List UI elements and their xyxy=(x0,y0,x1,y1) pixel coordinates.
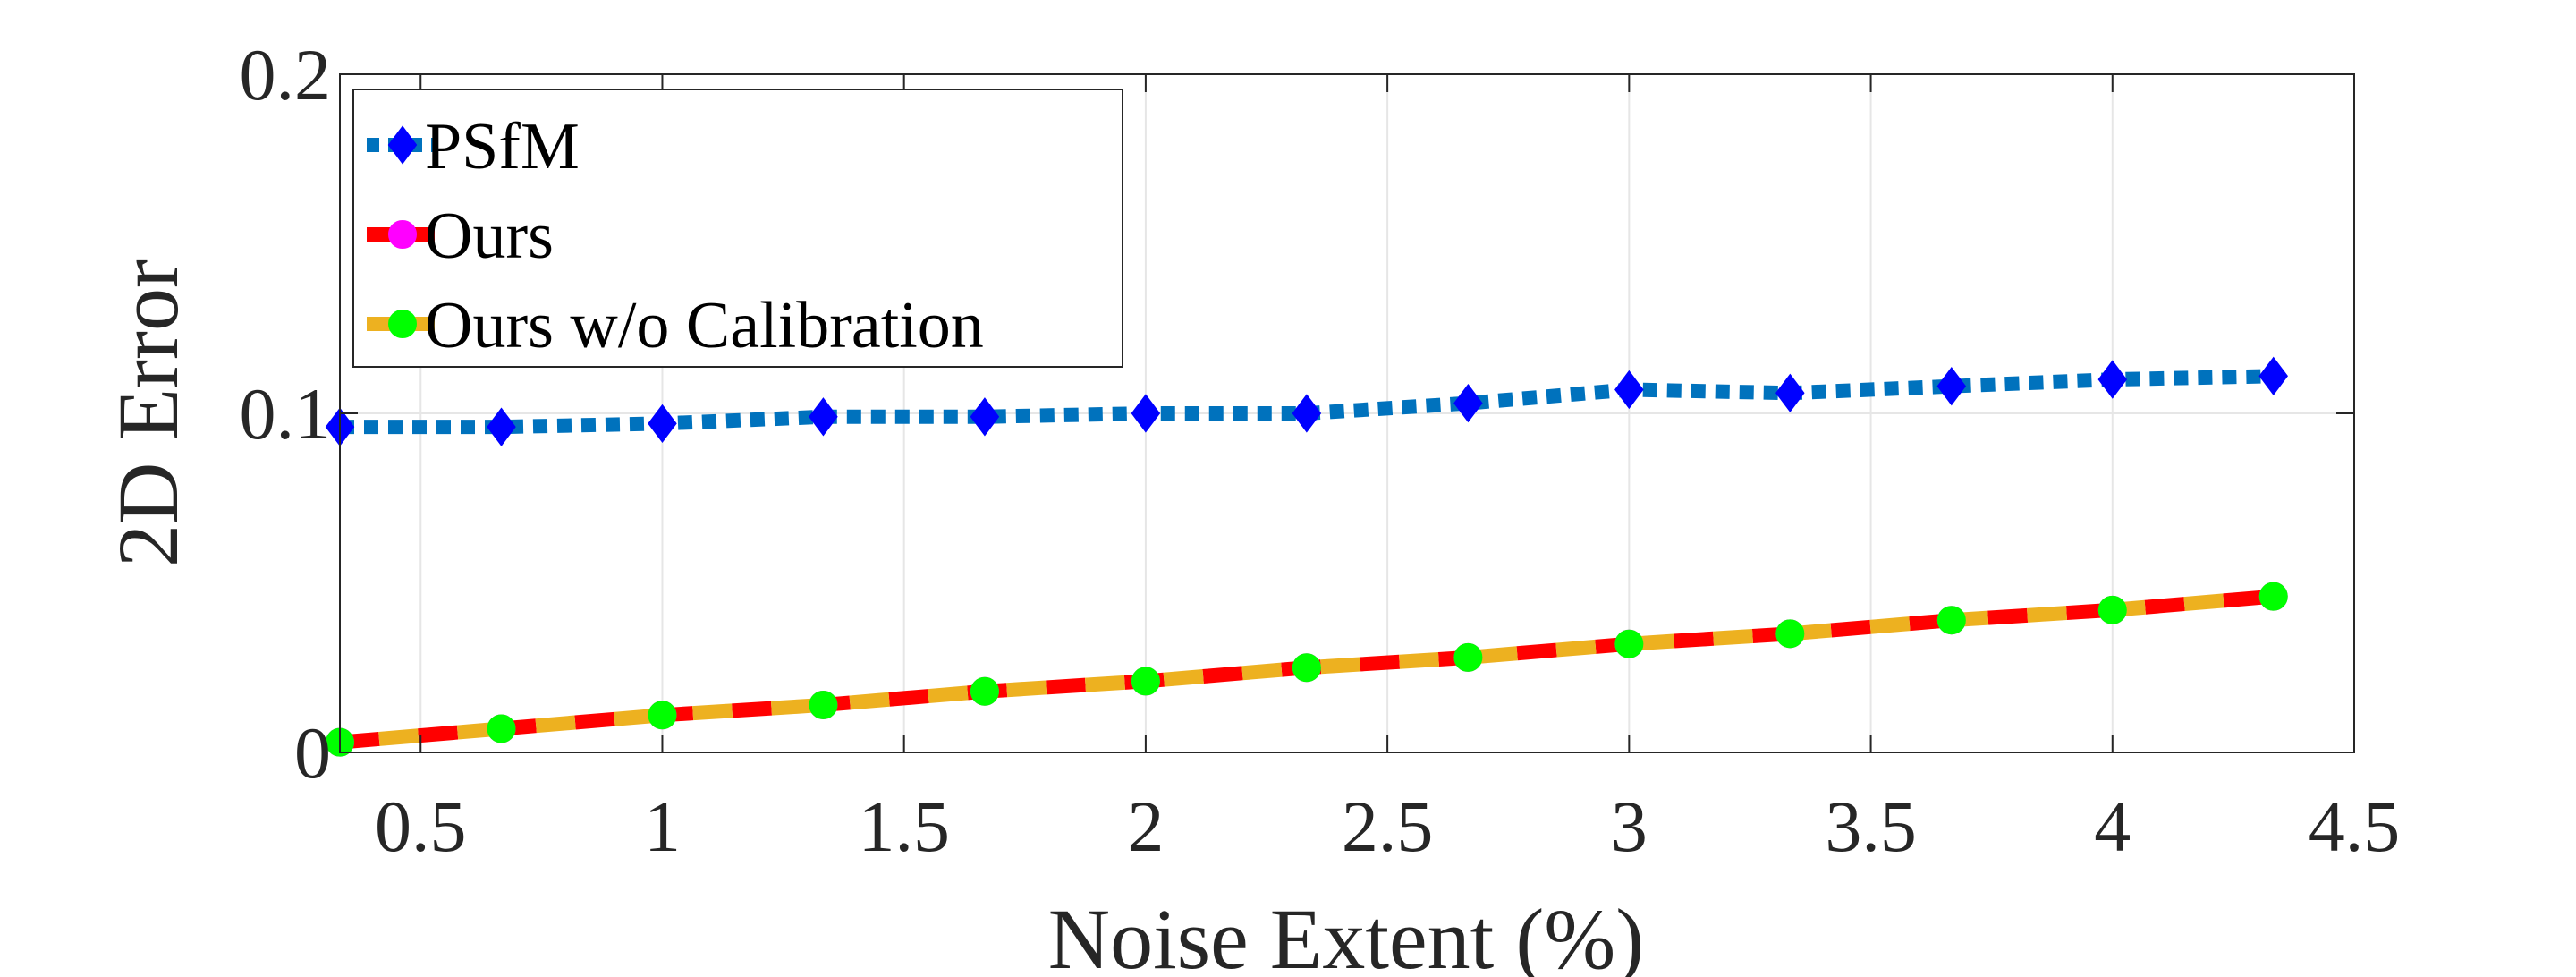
x-tick-label: 2 xyxy=(1127,786,1164,867)
data-point xyxy=(1131,667,1160,696)
x-tick-label: 4 xyxy=(2094,786,2131,867)
y-tick-label: 0.2 xyxy=(240,34,332,115)
legend-swatch-marker xyxy=(388,310,417,338)
data-point xyxy=(1936,367,1967,406)
data-point xyxy=(487,714,516,743)
x-tick-label: 3 xyxy=(1611,786,1648,867)
data-point xyxy=(1131,394,1161,433)
legend-box xyxy=(352,89,1123,368)
data-point xyxy=(970,397,1000,437)
x-tick-label: 3.5 xyxy=(1825,786,1917,867)
data-point xyxy=(648,404,677,444)
legend-label: PSfM xyxy=(425,110,580,183)
data-point xyxy=(1614,370,1644,410)
legend-label: Ours w/o Calibration xyxy=(425,289,984,362)
data-point xyxy=(2258,356,2288,395)
data-point xyxy=(1614,629,1644,658)
y-tick-label: 0.1 xyxy=(240,373,332,455)
data-point xyxy=(809,690,838,719)
data-point xyxy=(2097,595,2127,624)
data-point xyxy=(2258,582,2288,611)
data-point xyxy=(809,397,838,437)
data-point xyxy=(1292,394,1322,433)
data-point xyxy=(1936,606,1966,635)
data-point xyxy=(1453,642,1483,672)
legend: PSfM Ours Ours w/o Calibration xyxy=(352,89,1123,368)
series-layer xyxy=(325,356,2288,757)
data-point xyxy=(648,701,677,730)
legend-label: Ours xyxy=(425,200,554,273)
legend-swatch-marker xyxy=(388,220,417,249)
legend-swatch-marker xyxy=(387,125,418,165)
x-tick-label: 1 xyxy=(644,786,681,867)
data-point xyxy=(1292,653,1321,683)
x-tick-label: 1.5 xyxy=(858,786,950,867)
data-point xyxy=(1775,373,1805,412)
data-point xyxy=(1775,619,1805,649)
x-tick-label: 4.5 xyxy=(2309,786,2401,867)
series-psfm xyxy=(325,356,2288,446)
data-point xyxy=(1453,383,1483,423)
legend-item-ours: Ours xyxy=(367,200,554,273)
y-tick-label: 0 xyxy=(294,712,331,794)
data-point xyxy=(487,407,516,446)
tick-labels: 0.5 1 1.5 2 2.5 3 3.5 4 4.5 0 0.1 0.2 xyxy=(240,34,2401,867)
data-point xyxy=(970,676,999,706)
x-tick-label: 2.5 xyxy=(1342,786,1434,867)
x-axis-title: Noise Extent (%) xyxy=(1048,891,1644,977)
legend-item-ours-w-o-calibration: Ours w/o Calibration xyxy=(367,289,984,362)
x-tick-label: 0.5 xyxy=(375,786,467,867)
legend-item-psfm: PSfM xyxy=(367,110,580,183)
y-axis-title: 2D Error xyxy=(100,259,196,567)
data-point xyxy=(2097,360,2128,399)
